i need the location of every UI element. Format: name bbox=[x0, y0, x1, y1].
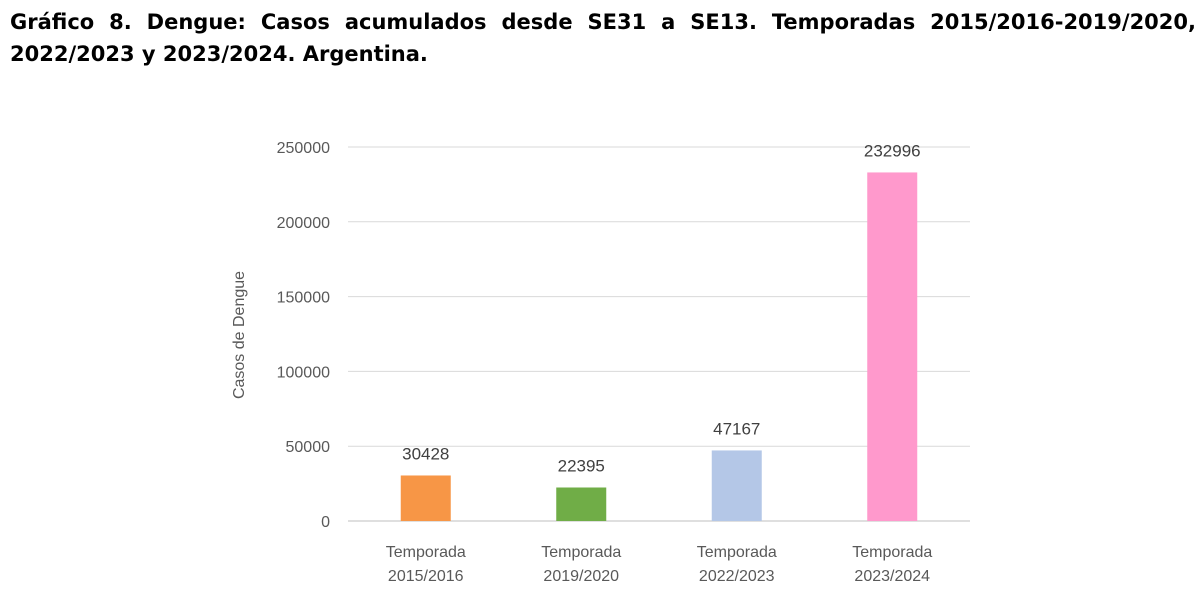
x-category-label: Temporada bbox=[697, 544, 777, 561]
y-tick-label: 50000 bbox=[286, 439, 331, 456]
x-category-label: Temporada bbox=[852, 544, 932, 561]
data-label: 30428 bbox=[402, 444, 449, 463]
y-axis-label: Casos de Dengue bbox=[231, 271, 248, 399]
x-category-label: 2023/2024 bbox=[854, 568, 930, 585]
bar bbox=[556, 487, 607, 521]
y-tick-label: 250000 bbox=[277, 140, 330, 157]
y-tick-label: 150000 bbox=[277, 290, 330, 307]
data-labels: 30428 22395 47167 232996 bbox=[402, 141, 921, 475]
data-label: 22395 bbox=[558, 456, 605, 475]
chart-title: Gráfico 8. Dengue: Casos acumulados desd… bbox=[10, 10, 1196, 66]
y-tick-label: 0 bbox=[321, 514, 330, 531]
x-category-label: 2022/2023 bbox=[699, 568, 775, 585]
y-tick-label: 100000 bbox=[277, 364, 330, 381]
x-category-label: 2019/2020 bbox=[543, 568, 619, 585]
gridlines bbox=[348, 146, 970, 522]
x-category-label: Temporada bbox=[386, 544, 466, 561]
x-category-label: 2015/2016 bbox=[388, 568, 464, 585]
data-label: 47167 bbox=[713, 419, 760, 438]
bar bbox=[867, 172, 918, 521]
bars bbox=[400, 172, 918, 521]
y-tick-label: 200000 bbox=[277, 215, 330, 232]
y-axis-ticks: 0 50000 100000 150000 200000 250000 bbox=[277, 140, 330, 531]
bar bbox=[400, 475, 451, 521]
bar bbox=[711, 450, 762, 521]
data-label: 232996 bbox=[864, 141, 921, 160]
x-category-label: Temporada bbox=[541, 544, 621, 561]
x-axis-categories: Temporada 2015/2016 Temporada 2019/2020 Temp… bbox=[386, 544, 933, 585]
